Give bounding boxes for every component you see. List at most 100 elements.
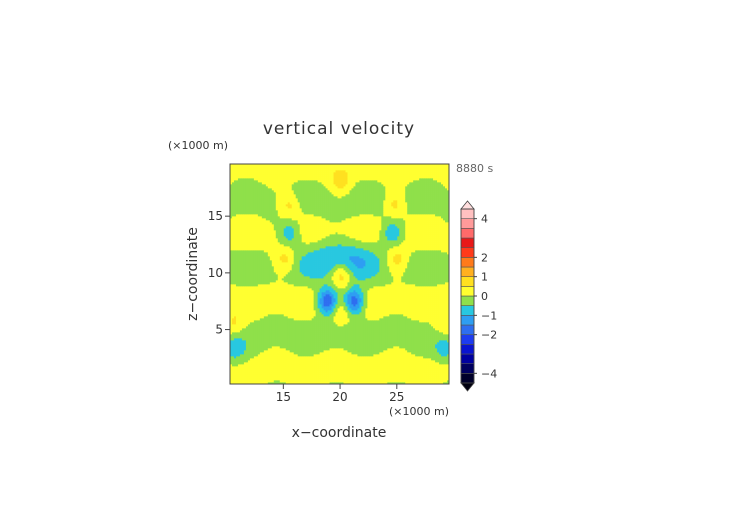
heatmap-cell: [321, 296, 324, 299]
heatmap-cell: [235, 306, 239, 309]
heatmap-cell: [395, 302, 398, 305]
heatmap-cell: [379, 378, 382, 381]
heatmap-cell: [365, 380, 368, 383]
heatmap-cell: [375, 354, 378, 357]
heatmap-cell: [245, 312, 249, 315]
heatmap-cell: [385, 364, 388, 367]
heatmap-cell: [327, 380, 330, 383]
heatmap-cell: [321, 344, 324, 347]
heatmap-cell: [405, 352, 408, 355]
heatmap-cell: [307, 342, 310, 345]
heatmap-cell: [291, 378, 295, 381]
heatmap-cell: [435, 382, 438, 385]
heatmap-cell: [233, 326, 237, 329]
heatmap-cell: [385, 302, 388, 305]
heatmap-cell: [255, 366, 259, 369]
heatmap-cell: [315, 340, 318, 343]
heatmap-cell: [237, 308, 241, 311]
heatmap-cell: [241, 316, 245, 319]
heatmap-cell: [419, 314, 422, 317]
heatmap-cell: [353, 378, 356, 381]
heatmap-cell: [361, 336, 364, 339]
heatmap-cell: [245, 352, 249, 355]
heatmap-cell: [289, 312, 293, 315]
heatmap-cell: [243, 378, 247, 381]
heatmap-cell: [429, 330, 432, 333]
heatmap-cell: [389, 318, 392, 321]
heatmap-cell: [387, 378, 390, 381]
heatmap-cell: [339, 318, 342, 321]
heatmap-cell: [341, 338, 344, 341]
heatmap-cell: [385, 346, 388, 349]
heatmap-cell: [385, 350, 388, 353]
heatmap-cell: [377, 318, 380, 321]
heatmap-cell: [255, 358, 259, 361]
heatmap-cell: [311, 354, 314, 357]
heatmap-cell: [283, 366, 287, 369]
heatmap-cell: [437, 360, 440, 363]
heatmap-cell: [273, 340, 277, 343]
heatmap-cell: [303, 332, 306, 335]
heatmap-cell: [369, 310, 372, 313]
heatmap-cell: [373, 326, 376, 329]
heatmap-cell: [245, 382, 249, 385]
heatmap-cell: [423, 328, 426, 331]
heatmap-cell: [343, 320, 346, 323]
heatmap-cell: [439, 352, 442, 355]
heatmap-cell: [399, 362, 402, 365]
heatmap-cell: [409, 340, 412, 343]
heatmap-cell: [349, 304, 352, 307]
heatmap-cell: [237, 316, 241, 319]
heatmap-cell: [295, 292, 299, 295]
heatmap-cell: [233, 382, 237, 385]
heatmap-cell: [371, 320, 374, 323]
heatmap-cell: [337, 378, 340, 381]
heatmap-cell: [289, 332, 293, 335]
heatmap-cell: [389, 356, 392, 359]
heatmap-cell: [409, 368, 412, 371]
heatmap-cell: [291, 382, 295, 385]
heatmap-cell: [431, 318, 434, 321]
heatmap-cell: [383, 326, 386, 329]
heatmap-cell: [377, 372, 380, 375]
heatmap-cell: [399, 334, 402, 337]
heatmap-cell: [253, 370, 257, 373]
heatmap-cell: [421, 364, 424, 367]
heatmap-cell: [305, 314, 308, 317]
heatmap-cell: [267, 292, 271, 295]
heatmap-cell: [233, 336, 237, 339]
heatmap-cell: [307, 316, 310, 319]
heatmap-cell: [303, 294, 306, 297]
heatmap-cell: [365, 352, 368, 355]
heatmap-cell: [425, 356, 428, 359]
heatmap-cell: [403, 352, 406, 355]
heatmap-cell: [303, 366, 306, 369]
heatmap-cell: [417, 332, 420, 335]
heatmap-cell: [259, 350, 263, 353]
heatmap-cell: [277, 374, 281, 377]
heatmap-cell: [331, 374, 334, 377]
heatmap-cell: [385, 316, 388, 319]
heatmap-cell: [305, 336, 308, 339]
heatmap-cell: [445, 328, 448, 331]
heatmap-cell: [329, 322, 332, 325]
heatmap-cell: [261, 344, 265, 347]
heatmap-cell: [230, 356, 233, 359]
heatmap-cell: [281, 310, 285, 313]
heatmap-cell: [273, 308, 277, 311]
heatmap-cell: [237, 334, 241, 337]
heatmap-cell: [407, 322, 410, 325]
heatmap-cell: [375, 324, 378, 327]
heatmap-cell: [399, 322, 402, 325]
heatmap-cell: [413, 298, 416, 301]
heatmap-cell: [317, 322, 320, 325]
heatmap-cell: [309, 354, 312, 357]
heatmap-cell: [401, 300, 404, 303]
heatmap-cell: [395, 330, 398, 333]
heatmap-cell: [299, 374, 303, 377]
heatmap-cell: [261, 378, 265, 381]
heatmap-cell: [267, 376, 271, 379]
heatmap-cell: [439, 304, 442, 307]
heatmap-cell: [239, 326, 243, 329]
heatmap-cell: [441, 294, 444, 297]
